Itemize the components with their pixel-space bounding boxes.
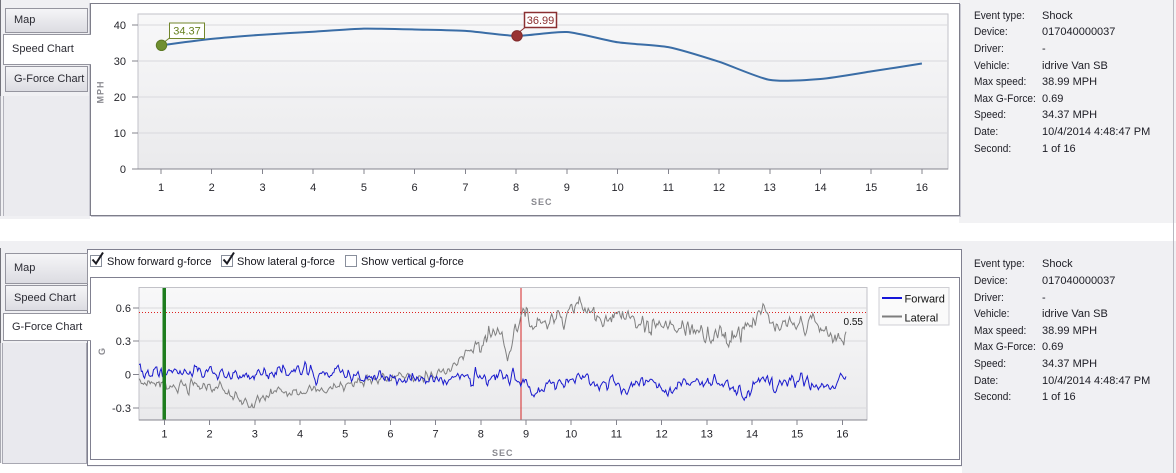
svg-text:5: 5 [361, 182, 367, 194]
svg-text:0.3: 0.3 [116, 336, 131, 348]
svg-text:Lateral: Lateral [905, 313, 939, 325]
svg-text:3: 3 [252, 429, 258, 441]
svg-text:15: 15 [791, 429, 803, 441]
svg-text:9: 9 [564, 182, 570, 194]
svg-text:1: 1 [161, 429, 167, 441]
svg-text:40: 40 [114, 20, 126, 32]
svg-text:-0.3: -0.3 [112, 403, 131, 415]
svg-text:2: 2 [207, 429, 213, 441]
svg-text:13: 13 [764, 182, 776, 194]
svg-text:14: 14 [746, 429, 758, 441]
svg-text:10: 10 [611, 182, 623, 194]
svg-text:7: 7 [462, 182, 468, 194]
svg-text:4: 4 [310, 182, 316, 194]
svg-text:8: 8 [478, 429, 484, 441]
svg-text:0.6: 0.6 [116, 303, 131, 315]
svg-text:9: 9 [523, 429, 529, 441]
svg-text:10: 10 [114, 128, 126, 140]
svg-text:0.55: 0.55 [844, 317, 864, 328]
svg-text:0: 0 [125, 370, 131, 382]
svg-text:6: 6 [412, 182, 418, 194]
svg-text:14: 14 [814, 182, 826, 194]
svg-text:2: 2 [209, 182, 215, 194]
svg-text:13: 13 [701, 429, 713, 441]
svg-text:11: 11 [611, 429, 622, 441]
svg-text:6: 6 [387, 429, 393, 441]
svg-text:0: 0 [120, 164, 126, 176]
svg-text:16: 16 [836, 429, 848, 441]
svg-text:34.37: 34.37 [173, 26, 201, 38]
svg-text:15: 15 [865, 182, 877, 194]
svg-text:8: 8 [513, 182, 519, 194]
svg-text:7: 7 [433, 429, 439, 441]
svg-text:1: 1 [158, 182, 164, 194]
svg-text:11: 11 [663, 182, 674, 194]
svg-text:36.99: 36.99 [527, 15, 555, 27]
svg-text:4: 4 [297, 429, 303, 441]
svg-text:3: 3 [259, 182, 265, 194]
svg-text:20: 20 [114, 92, 126, 104]
svg-text:10: 10 [565, 429, 577, 441]
svg-text:12: 12 [655, 429, 667, 441]
svg-text:30: 30 [114, 56, 126, 68]
svg-text:16: 16 [916, 182, 928, 194]
svg-text:5: 5 [342, 429, 348, 441]
svg-text:12: 12 [713, 182, 725, 194]
svg-text:Forward: Forward [905, 294, 945, 306]
